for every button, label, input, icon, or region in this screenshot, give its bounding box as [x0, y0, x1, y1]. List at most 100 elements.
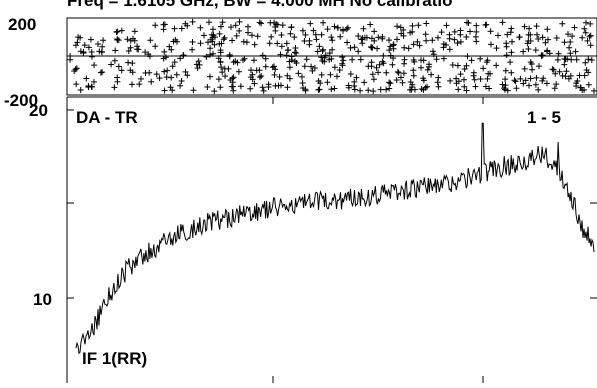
phase-point	[394, 68, 401, 75]
phase-point	[503, 52, 510, 59]
phase-point	[430, 51, 437, 58]
phase-point	[284, 72, 291, 79]
phase-point	[256, 19, 263, 26]
phase-point	[585, 56, 592, 63]
phase-point	[539, 77, 546, 84]
phase-point	[258, 73, 265, 79]
phase-point	[585, 81, 592, 88]
phase-point	[184, 72, 191, 79]
phase-point	[114, 78, 121, 85]
phase-point	[256, 74, 263, 81]
phase-point	[555, 50, 562, 57]
phase-point	[161, 87, 168, 94]
phase-point	[95, 41, 101, 47]
phase-point	[91, 62, 98, 69]
phase-point	[435, 83, 442, 90]
phase-ytick-label-top: 200	[8, 15, 36, 34]
phase-point	[217, 84, 224, 91]
phase-point	[89, 53, 95, 60]
phase-point	[554, 56, 561, 63]
phase-point	[217, 49, 224, 56]
phase-point	[320, 19, 327, 26]
phase-point	[446, 35, 453, 42]
phase-point	[532, 81, 539, 88]
phase-point	[251, 57, 257, 64]
phase-point	[208, 31, 215, 38]
phase-point	[552, 70, 559, 77]
phase-point	[588, 57, 595, 63]
phase-point	[357, 56, 364, 63]
phase-point	[331, 64, 338, 71]
phase-point	[259, 52, 266, 59]
phase-point	[546, 50, 553, 57]
phase-point	[344, 39, 351, 46]
phase-point	[312, 31, 319, 38]
phase-point	[77, 87, 84, 93]
phase-point	[278, 82, 284, 89]
phase-point	[534, 31, 540, 38]
phase-point	[407, 86, 413, 93]
phase-point	[508, 49, 515, 56]
phase-point	[376, 61, 383, 68]
phase-point	[587, 42, 594, 49]
phase-point	[464, 53, 471, 60]
phase-point	[563, 68, 570, 75]
phase-point	[329, 46, 336, 53]
phase-point	[197, 24, 204, 31]
phase-point	[467, 28, 473, 35]
phase-point	[349, 56, 356, 63]
phase-point	[423, 20, 430, 27]
phase-point	[99, 69, 106, 76]
phase-point	[521, 65, 528, 72]
phase-point	[422, 31, 429, 38]
phase-point	[171, 59, 178, 66]
phase-point	[573, 56, 580, 63]
phase-point	[509, 38, 515, 45]
phase-point	[455, 86, 462, 93]
phase-point	[218, 40, 225, 47]
phase-point	[311, 65, 318, 71]
amplitude-ytick-label-10: 10	[33, 290, 52, 309]
phase-point	[211, 88, 218, 95]
phase-point	[131, 37, 138, 44]
phase-point	[405, 45, 412, 52]
phase-point	[286, 64, 293, 71]
phase-point	[315, 78, 322, 84]
phase-point	[375, 34, 382, 41]
phase-point	[394, 23, 401, 30]
phase-point	[429, 37, 436, 44]
phase-point	[118, 67, 125, 74]
phase-point	[339, 60, 346, 67]
phase-point	[365, 87, 372, 94]
phase-point	[211, 41, 218, 48]
phase-point	[331, 85, 338, 92]
phase-points	[67, 18, 597, 95]
phase-point	[520, 48, 527, 55]
phase-point	[454, 62, 461, 69]
phase-point	[386, 79, 393, 86]
phase-point	[245, 29, 251, 36]
phase-point	[80, 49, 87, 55]
phase-point	[420, 75, 427, 82]
phase-point	[329, 37, 336, 44]
phase-point	[347, 71, 354, 77]
phase-point	[114, 28, 121, 35]
phase-point	[400, 27, 407, 33]
phase-point	[410, 41, 417, 48]
phase-point	[504, 31, 511, 38]
phase-point	[449, 62, 456, 68]
phase-point	[328, 55, 335, 62]
phase-point	[152, 43, 159, 50]
phase-point	[195, 58, 202, 65]
phase-point	[178, 25, 185, 32]
phase-point	[527, 75, 534, 82]
phase-point	[262, 55, 269, 62]
phase-point	[251, 41, 258, 48]
phase-point	[480, 65, 487, 72]
phase-point	[229, 37, 236, 44]
phase-point	[89, 83, 95, 90]
phase-point	[522, 77, 529, 84]
phase-point	[222, 73, 229, 80]
